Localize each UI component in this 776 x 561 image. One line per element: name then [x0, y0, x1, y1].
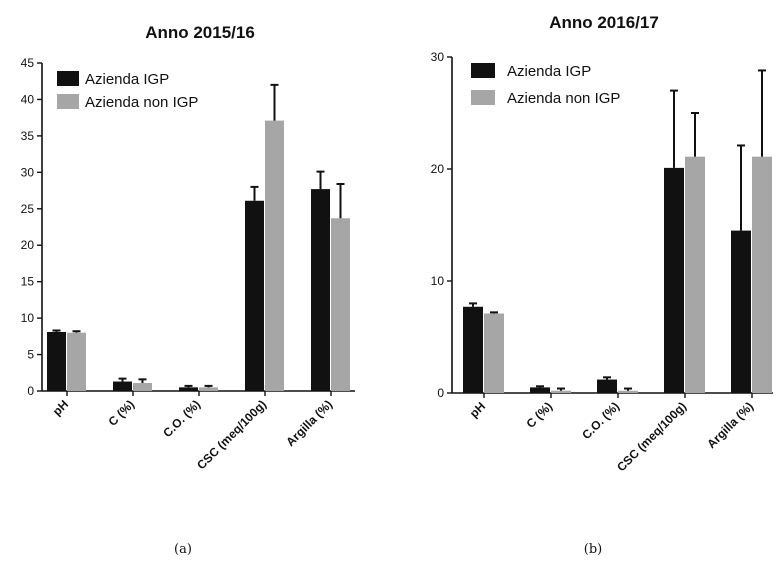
- bar-azienda-non-igp-ph: [67, 332, 86, 391]
- chart-a-bars: [47, 83, 350, 392]
- x-category-label: CSC (meq/100g): [194, 397, 269, 472]
- x-category-label: Argilla (%): [283, 397, 335, 449]
- legend-label-azienda-igp: Azienda IGP: [85, 71, 169, 88]
- legend-swatch-azienda-non-igp: [57, 94, 79, 109]
- bar-azienda-non-igp-c-o: [199, 387, 218, 391]
- bar-azienda-igp-csc-meq-100g: [664, 167, 684, 393]
- chart-b-legend: Azienda IGP Azienda non IGP: [471, 63, 620, 107]
- x-category-label: Argilla (%): [704, 399, 756, 451]
- y-tick-label: 0: [27, 384, 34, 398]
- bar-azienda-igp-csc-meq-100g: [245, 200, 264, 391]
- bar-azienda-non-igp-argilla: [331, 218, 350, 391]
- bar-azienda-igp-c: [530, 387, 550, 393]
- y-tick-label: 35: [21, 129, 35, 143]
- y-tick-label: 10: [431, 274, 445, 288]
- x-category-label: C (%): [524, 399, 556, 431]
- bar-azienda-igp-c-o: [597, 379, 617, 393]
- chart-b-caption: (b): [584, 542, 602, 557]
- y-tick-label: 30: [21, 165, 35, 179]
- chart-b: Anno 2016/17 0 10 20 30 pH C (%) C.O. (%)CSC (…: [431, 13, 773, 557]
- bar-azienda-igp-argilla: [731, 230, 751, 393]
- legend-swatch-azienda-non-igp: [471, 90, 495, 105]
- bar-azienda-igp-ph: [463, 306, 483, 393]
- bar-azienda-non-igp-c: [551, 390, 571, 393]
- chart-a-caption: (a): [174, 542, 192, 557]
- x-category-label: C (%): [106, 397, 138, 429]
- x-category-label: CSC (meq/100g): [614, 399, 689, 474]
- y-tick-label: 25: [21, 202, 35, 216]
- chart-a-legend: Azienda IGP Azienda non IGP: [57, 71, 198, 111]
- y-tick-label: 5: [27, 348, 34, 362]
- chart-b-title: Anno 2016/17: [549, 13, 659, 32]
- legend-swatch-azienda-igp: [471, 63, 495, 78]
- legend-label-azienda-non-igp: Azienda non IGP: [85, 94, 198, 111]
- y-tick-label: 30: [431, 50, 445, 64]
- chart-a-axes: 0 5 10 15 20 25 30 35 40 45 pH C (%) C.O. (%)CSC (me…: [21, 56, 355, 472]
- x-category-label: C.O. (%): [579, 399, 622, 442]
- bar-azienda-non-igp-csc-meq-100g: [685, 156, 705, 393]
- bar-azienda-non-igp-c-o: [618, 390, 638, 393]
- chart-b-bars: [463, 69, 772, 393]
- y-tick-label: 20: [431, 162, 445, 176]
- chart-a-title: Anno 2015/16: [145, 23, 255, 42]
- y-tick-label: 10: [21, 311, 35, 325]
- legend-label-azienda-non-igp: Azienda non IGP: [507, 90, 620, 107]
- legend-label-azienda-igp: Azienda IGP: [507, 63, 591, 80]
- x-category-label: C.O. (%): [160, 397, 203, 440]
- bar-azienda-igp-ph: [47, 331, 66, 391]
- bar-azienda-igp-c-o: [179, 387, 198, 391]
- x-category-label: pH: [467, 399, 488, 420]
- bar-azienda-non-igp-argilla: [752, 156, 772, 393]
- y-tick-label: 40: [21, 92, 35, 106]
- chart-a: Anno 2015/16 0 5 10 15 20 25 30 35 40 45 pH C (%) C.…: [21, 23, 355, 557]
- bar-azienda-non-igp-ph: [484, 313, 504, 393]
- bar-azienda-non-igp-c: [133, 382, 152, 391]
- y-tick-label: 15: [21, 275, 35, 289]
- bar-azienda-igp-argilla: [311, 189, 330, 391]
- y-tick-label: 45: [21, 56, 35, 70]
- chart-b-axes: 0 10 20 30 pH C (%) C.O. (%)CSC (meq/100g) Argi…: [431, 50, 773, 474]
- x-category-label: pH: [50, 397, 71, 418]
- y-tick-label: 20: [21, 238, 35, 252]
- bar-azienda-igp-c: [113, 381, 132, 391]
- bar-azienda-non-igp-csc-meq-100g: [265, 120, 284, 392]
- y-tick-label: 0: [437, 386, 444, 400]
- legend-swatch-azienda-igp: [57, 71, 79, 86]
